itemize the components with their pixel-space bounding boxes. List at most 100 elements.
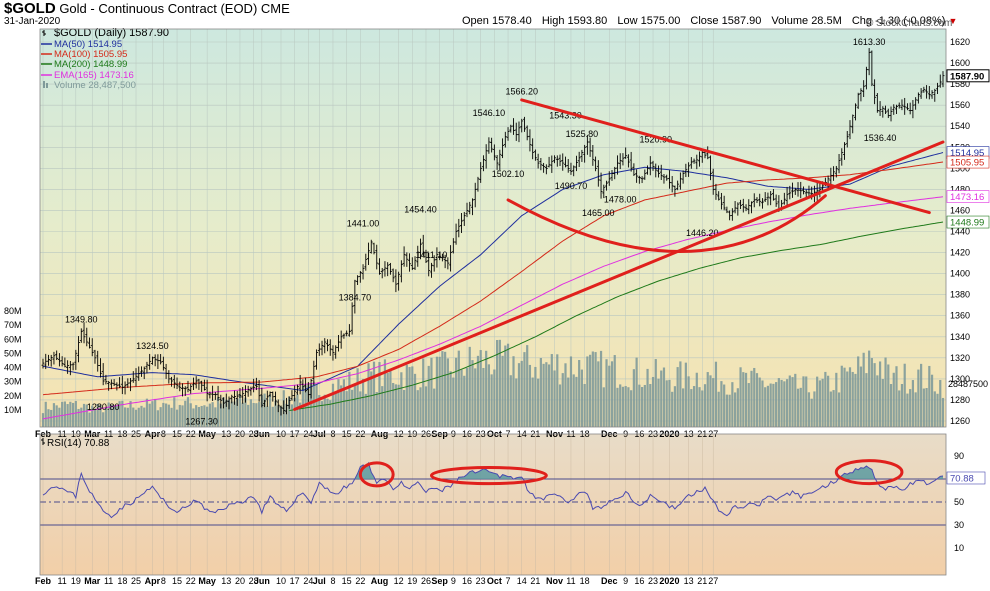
volume-bar (640, 387, 644, 427)
volume-bar (148, 403, 151, 427)
volume-bar (758, 377, 761, 427)
volume-bar (323, 394, 326, 427)
legend-entry: MA(50) 1514.95 (54, 39, 122, 50)
volume-bar (805, 376, 808, 427)
volume-bar (610, 361, 614, 427)
volume-bar (769, 383, 772, 427)
rsi-x-tick-label: 11 (104, 576, 113, 586)
volume-bar (178, 404, 181, 427)
price-tick-label: 1540 (950, 121, 970, 131)
volume-bar (925, 388, 928, 427)
rsi-x-tick-label: 8 (161, 576, 166, 586)
volume-bar (796, 388, 800, 427)
volume-bar (200, 405, 203, 427)
price-annotation-label: 1411.10 (416, 250, 448, 260)
rsi-x-tick-label: 10 (276, 576, 286, 586)
volume-bar (747, 383, 750, 427)
rsi-x-tick-label: 9 (451, 576, 456, 586)
volume-bar (802, 376, 805, 427)
volume-bar (561, 373, 564, 427)
volume-bar (331, 383, 335, 427)
volume-bar (132, 407, 135, 427)
volume-bar (476, 355, 480, 427)
volume-bar (364, 393, 367, 427)
volume-bar (857, 356, 860, 427)
volume-bar (438, 356, 441, 427)
volume-bar (777, 378, 780, 427)
volume-bar (657, 378, 660, 427)
price-tag-box (946, 69, 990, 83)
volume-bar (780, 379, 783, 427)
volume-bar (599, 350, 603, 427)
volume-bar (619, 384, 622, 427)
rsi-x-tick-label: 11 (57, 576, 66, 586)
volume-bar (279, 406, 283, 427)
volume-bar (523, 352, 526, 427)
rsi-x-tick-label: 25 (131, 576, 141, 586)
volume-bar (723, 384, 726, 427)
volume-bar (920, 363, 923, 427)
volume-bar (613, 355, 616, 427)
volume-bar (367, 363, 370, 427)
volume-bar (903, 363, 906, 427)
price-panel-background (40, 29, 946, 427)
volume-bar (307, 384, 310, 427)
volume-bar (435, 356, 439, 427)
volume-bar (156, 410, 159, 427)
volume-bar (900, 383, 904, 427)
volume-bar (416, 390, 419, 427)
volume-bar (848, 367, 852, 427)
volume-bar (359, 391, 362, 427)
volume-bar (326, 398, 329, 427)
rsi-x-tick-label: 18 (117, 576, 127, 586)
price-tick-label: 1320 (950, 353, 970, 363)
volume-bar (884, 357, 887, 427)
rsi-x-tick-label: 13 (221, 576, 231, 586)
volume-bar (463, 375, 466, 427)
volume-bar (285, 403, 288, 427)
volume-bar (370, 371, 373, 427)
volume-bar (627, 387, 630, 427)
price-tick-label: 1580 (950, 79, 970, 89)
volume-bar (192, 408, 195, 427)
volume-bar (457, 350, 460, 427)
volume-bar (878, 361, 882, 427)
volume-bar (671, 391, 674, 427)
volume-bar (676, 367, 679, 427)
volume-bar (679, 361, 682, 427)
volume-bar (810, 398, 813, 427)
volume-bar (165, 403, 168, 427)
rsi-tick-label: 30 (954, 520, 964, 530)
volume-bar (345, 391, 348, 427)
volume-bar (909, 389, 912, 427)
volume-legend-swatch (46, 83, 48, 88)
volume-bar (258, 402, 261, 427)
volume-bar (378, 362, 381, 427)
volume-bar (744, 372, 748, 427)
volume-bar (61, 401, 64, 427)
volume-bar (145, 398, 149, 427)
volume-label: Volume (771, 15, 809, 27)
high-label: High (541, 15, 565, 27)
volume-bar (361, 378, 365, 427)
rsi-x-tick-label: 8 (330, 576, 335, 586)
volume-bar (375, 391, 378, 427)
volume-bar (397, 384, 400, 427)
volume-bar (230, 401, 233, 427)
rsi-overbought-fill (839, 466, 875, 479)
price-annotation-label: 1490.70 (555, 181, 588, 191)
rsi-line (42, 461, 944, 519)
volume-bar (299, 402, 302, 427)
volume-bar (468, 346, 471, 427)
price-annotation-label: 1384.70 (339, 293, 372, 303)
close-value: 1587.90 (721, 15, 762, 27)
chart-date: 31-Jan-2020 (4, 16, 61, 27)
volume-bar (567, 377, 570, 427)
volume-bar (889, 384, 893, 427)
volume-bar (534, 366, 537, 427)
volume-bar (859, 366, 863, 427)
volume-bar (799, 387, 802, 427)
volume-bar (85, 404, 88, 427)
high-value: 1593.80 (567, 15, 608, 27)
volume-bar (537, 378, 540, 427)
